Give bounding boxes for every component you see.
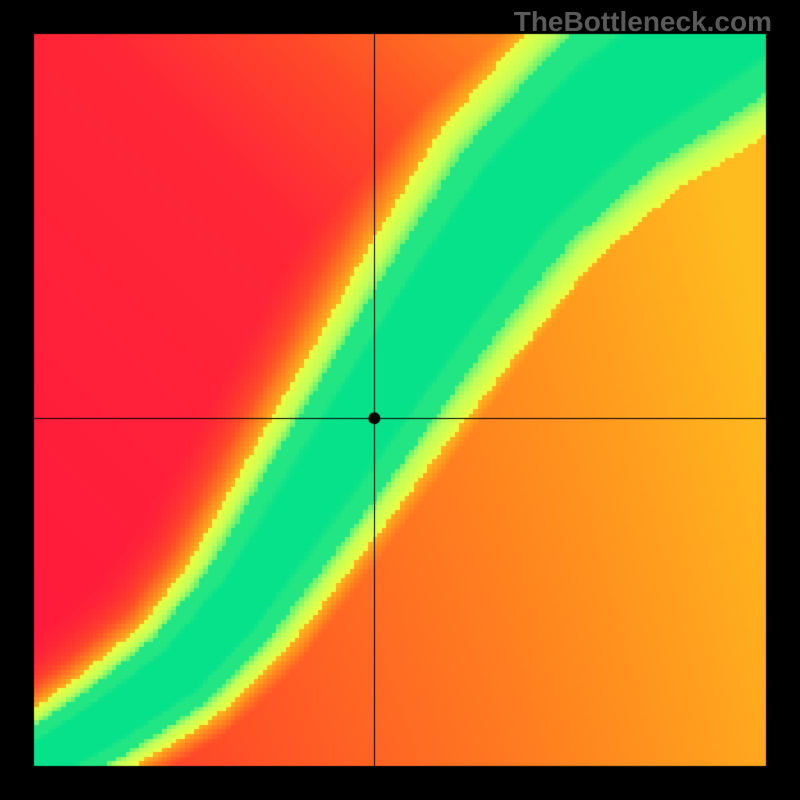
crosshair-overlay — [0, 0, 800, 800]
chart-container: TheBottleneck.com — [0, 0, 800, 800]
watermark-text: TheBottleneck.com — [514, 6, 772, 38]
